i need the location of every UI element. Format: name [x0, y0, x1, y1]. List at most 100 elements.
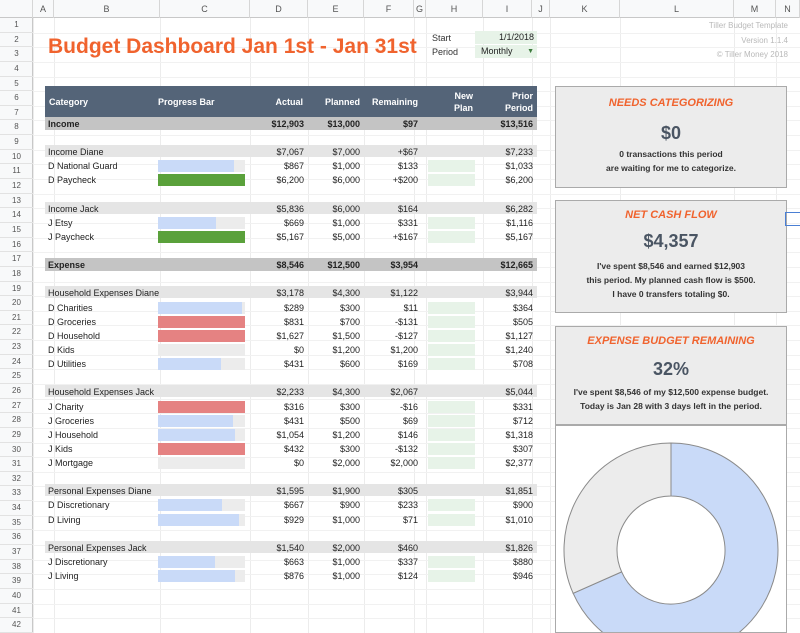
row-header[interactable]: 21: [0, 311, 33, 326]
row-header[interactable]: 38: [0, 560, 33, 575]
column-header[interactable]: J: [532, 0, 550, 18]
progress-bar-fill: [158, 358, 221, 371]
prior-period-cell: $7,233: [505, 147, 533, 158]
row-header[interactable]: 30: [0, 443, 33, 458]
new-plan-input[interactable]: [428, 555, 475, 568]
new-plan-input[interactable]: [428, 301, 475, 314]
planned-cell: $1,000: [332, 556, 360, 567]
new-plan-input[interactable]: [428, 358, 475, 371]
period-dropdown[interactable]: Monthly ▼: [475, 45, 537, 58]
row-header[interactable]: 39: [0, 574, 33, 589]
row-header[interactable]: 9: [0, 135, 33, 150]
row-header[interactable]: 26: [0, 384, 33, 399]
row-header[interactable]: 29: [0, 428, 33, 443]
row-header[interactable]: 35: [0, 516, 33, 531]
row-header[interactable]: 23: [0, 340, 33, 355]
column-header[interactable]: K: [550, 0, 620, 18]
template-version: Version 1.1.4: [741, 36, 788, 45]
row-header[interactable]: 16: [0, 238, 33, 253]
row-header[interactable]: 25: [0, 369, 33, 384]
col-new-plan-line2: Plan: [453, 103, 473, 113]
new-plan-input[interactable]: [428, 315, 475, 328]
selection-handle[interactable]: [785, 212, 800, 226]
row-header[interactable]: 33: [0, 486, 33, 502]
row-header[interactable]: 18: [0, 267, 33, 282]
row-header[interactable]: 36: [0, 530, 33, 546]
actual-cell: $1,054: [276, 429, 304, 440]
row-header[interactable]: 27: [0, 399, 33, 414]
actual-cell: $2,233: [276, 387, 304, 398]
new-plan-input[interactable]: [428, 513, 475, 526]
row-header[interactable]: 5: [0, 77, 33, 92]
row-header[interactable]: 42: [0, 618, 33, 633]
column-header[interactable]: N: [776, 0, 800, 18]
row-header[interactable]: 3: [0, 47, 33, 62]
row-header[interactable]: 13: [0, 194, 33, 209]
column-header[interactable]: I: [483, 0, 532, 18]
column-header[interactable]: A: [33, 0, 54, 18]
select-all-corner[interactable]: [0, 0, 33, 18]
row-header[interactable]: 8: [0, 120, 33, 136]
column-header[interactable]: D: [250, 0, 308, 18]
new-plan-input[interactable]: [428, 414, 475, 427]
grid-line: [33, 340, 800, 342]
column-header[interactable]: G: [414, 0, 426, 18]
progress-bar: [158, 301, 245, 314]
new-plan-input[interactable]: [428, 499, 475, 512]
new-plan-input[interactable]: [428, 428, 475, 441]
column-header[interactable]: C: [160, 0, 250, 18]
new-plan-input[interactable]: [428, 230, 475, 243]
card-needs-categorizing: NEEDS CATEGORIZING $0 0 transactions thi…: [555, 86, 787, 188]
grid-line: [33, 164, 800, 166]
new-plan-input[interactable]: [428, 160, 475, 173]
prior-period-cell: $1,318: [505, 429, 533, 440]
row-header[interactable]: 20: [0, 296, 33, 311]
progress-bar-fill: [158, 428, 235, 441]
row-header[interactable]: 7: [0, 106, 33, 121]
row-header[interactable]: 24: [0, 355, 33, 370]
card-value: 32%: [652, 359, 690, 379]
row-header[interactable]: 40: [0, 589, 33, 604]
group-header-row: [45, 385, 537, 398]
row-header[interactable]: 22: [0, 325, 33, 341]
donut-svg: [563, 442, 779, 633]
row-header[interactable]: 10: [0, 150, 33, 165]
row-header[interactable]: 37: [0, 545, 33, 560]
row-header[interactable]: 31: [0, 457, 33, 472]
new-plan-input[interactable]: [428, 457, 475, 470]
prior-period-cell: $708: [512, 359, 533, 370]
column-header[interactable]: L: [620, 0, 734, 18]
row-header[interactable]: 1: [0, 18, 33, 33]
column-header[interactable]: F: [364, 0, 414, 18]
column-header[interactable]: M: [734, 0, 776, 18]
row-header[interactable]: 14: [0, 208, 33, 223]
row-header[interactable]: 19: [0, 282, 33, 297]
new-plan-input[interactable]: [428, 343, 475, 356]
column-header[interactable]: H: [426, 0, 483, 18]
new-plan-input[interactable]: [428, 400, 475, 413]
row-header[interactable]: 17: [0, 252, 33, 267]
new-plan-input[interactable]: [428, 442, 475, 455]
row-header[interactable]: 15: [0, 223, 33, 238]
progress-bar-fill: [158, 216, 217, 229]
column-header[interactable]: E: [308, 0, 364, 18]
new-plan-input[interactable]: [428, 570, 475, 583]
row-header[interactable]: 11: [0, 164, 33, 180]
new-plan-input[interactable]: [428, 329, 475, 342]
row-header[interactable]: 4: [0, 62, 33, 77]
row-header[interactable]: 12: [0, 179, 33, 194]
row-header[interactable]: 34: [0, 501, 33, 516]
prior-period-cell: $6,200: [505, 175, 533, 186]
new-plan-input[interactable]: [428, 216, 475, 229]
progress-bar: [158, 160, 245, 173]
new-plan-input[interactable]: [428, 174, 475, 187]
start-date-cell[interactable]: 1/1/2018: [475, 31, 537, 44]
column-header[interactable]: B: [54, 0, 160, 18]
grid-line: [33, 47, 800, 49]
row-header[interactable]: 28: [0, 413, 33, 428]
row-header[interactable]: 32: [0, 472, 33, 487]
row-header[interactable]: 6: [0, 91, 33, 106]
remaining-cell: $2,000: [390, 458, 418, 469]
row-header[interactable]: 41: [0, 604, 33, 619]
row-header[interactable]: 2: [0, 33, 33, 48]
